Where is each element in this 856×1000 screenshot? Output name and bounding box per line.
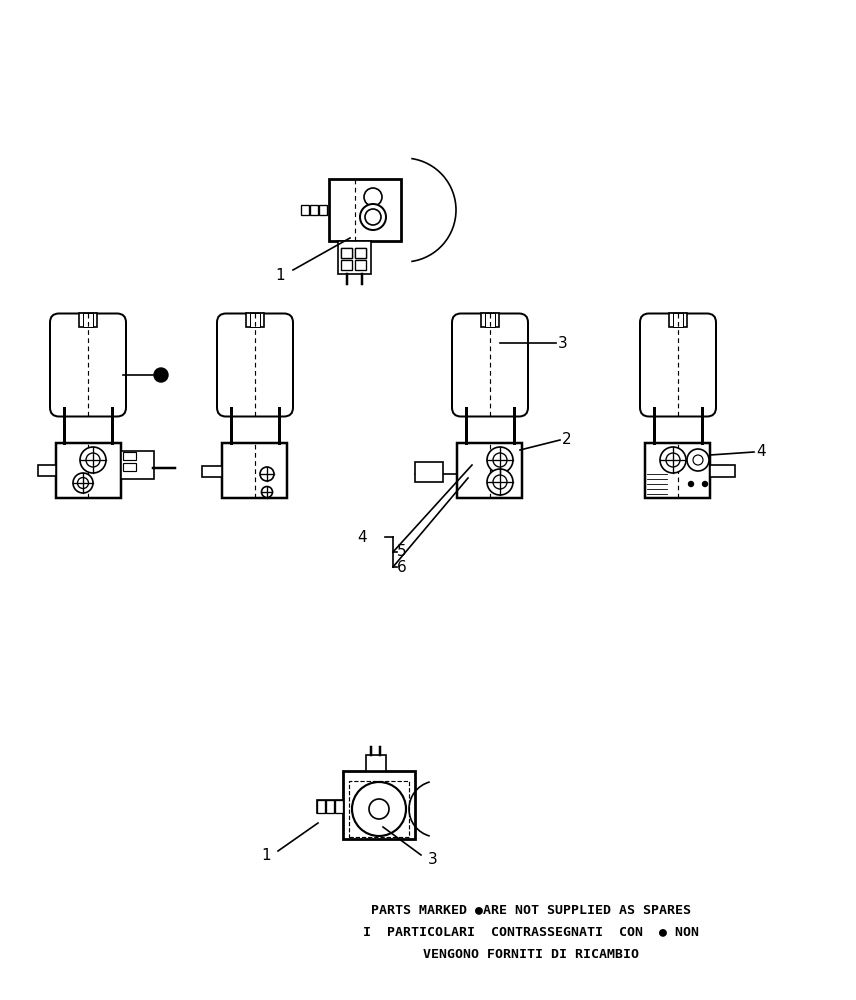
Bar [319, 205, 327, 215]
Circle shape [493, 475, 507, 489]
Circle shape [154, 368, 168, 382]
Text: 3: 3 [558, 336, 568, 351]
Bar [122, 463, 135, 471]
Circle shape [86, 453, 100, 467]
Text: 2: 2 [562, 432, 572, 448]
Circle shape [80, 447, 106, 473]
Circle shape [360, 204, 386, 230]
FancyBboxPatch shape [640, 314, 716, 416]
FancyBboxPatch shape [50, 314, 126, 416]
Bar [122, 452, 135, 460]
Text: 1: 1 [261, 848, 270, 862]
Circle shape [352, 782, 406, 836]
Bar [481, 312, 499, 326]
Bar [355, 260, 366, 270]
FancyBboxPatch shape [452, 314, 528, 416]
Bar [355, 248, 366, 258]
Circle shape [660, 447, 686, 473]
Bar [415, 462, 443, 482]
Text: 3: 3 [428, 852, 438, 867]
Circle shape [73, 473, 93, 493]
Circle shape [703, 482, 708, 487]
Bar [203, 466, 223, 477]
Bar [669, 312, 687, 326]
Bar [301, 205, 309, 215]
Circle shape [78, 478, 88, 488]
Circle shape [688, 482, 693, 487]
Circle shape [493, 453, 507, 467]
Text: 1: 1 [275, 267, 285, 282]
Bar [342, 248, 353, 258]
Bar [326, 800, 334, 813]
Circle shape [487, 469, 513, 495]
Circle shape [693, 455, 703, 465]
Bar [250, 312, 260, 326]
Bar [366, 755, 386, 771]
Bar [710, 465, 735, 477]
Text: PARTS MARKED ●ARE NOT SUPPLIED AS SPARES: PARTS MARKED ●ARE NOT SUPPLIED AS SPARES [371, 904, 691, 916]
Bar [484, 312, 496, 326]
Bar [457, 442, 522, 497]
Circle shape [487, 447, 513, 473]
Bar [79, 312, 97, 326]
Bar [342, 260, 353, 270]
Bar [338, 241, 372, 274]
Bar [335, 800, 343, 813]
Circle shape [261, 487, 272, 497]
Bar [349, 781, 409, 837]
Text: 5: 5 [397, 544, 407, 560]
Circle shape [364, 188, 382, 206]
Bar [343, 771, 415, 839]
Bar [673, 312, 683, 326]
Bar [38, 465, 56, 476]
Text: 6: 6 [397, 560, 407, 574]
Text: I  PARTICOLARI  CONTRASSEGNATI  CON  ● NON: I PARTICOLARI CONTRASSEGNATI CON ● NON [363, 926, 698, 938]
Bar [317, 800, 325, 813]
Text: 4: 4 [357, 530, 367, 544]
FancyBboxPatch shape [217, 314, 293, 416]
Circle shape [260, 467, 274, 481]
Bar [317, 800, 343, 813]
Text: 4: 4 [756, 444, 765, 460]
Circle shape [369, 799, 389, 819]
Bar [355, 248, 366, 258]
Bar [246, 312, 264, 326]
Bar [121, 451, 153, 479]
Bar [645, 442, 710, 497]
Bar [82, 312, 93, 326]
Bar [56, 442, 121, 497]
Circle shape [365, 209, 381, 225]
Text: VENGONO FORNITI DI RICAMBIO: VENGONO FORNITI DI RICAMBIO [423, 948, 639, 960]
Bar [223, 442, 288, 497]
Bar [329, 179, 401, 241]
Bar [342, 248, 353, 258]
Circle shape [687, 449, 709, 471]
Bar [310, 205, 318, 215]
Circle shape [666, 453, 680, 467]
